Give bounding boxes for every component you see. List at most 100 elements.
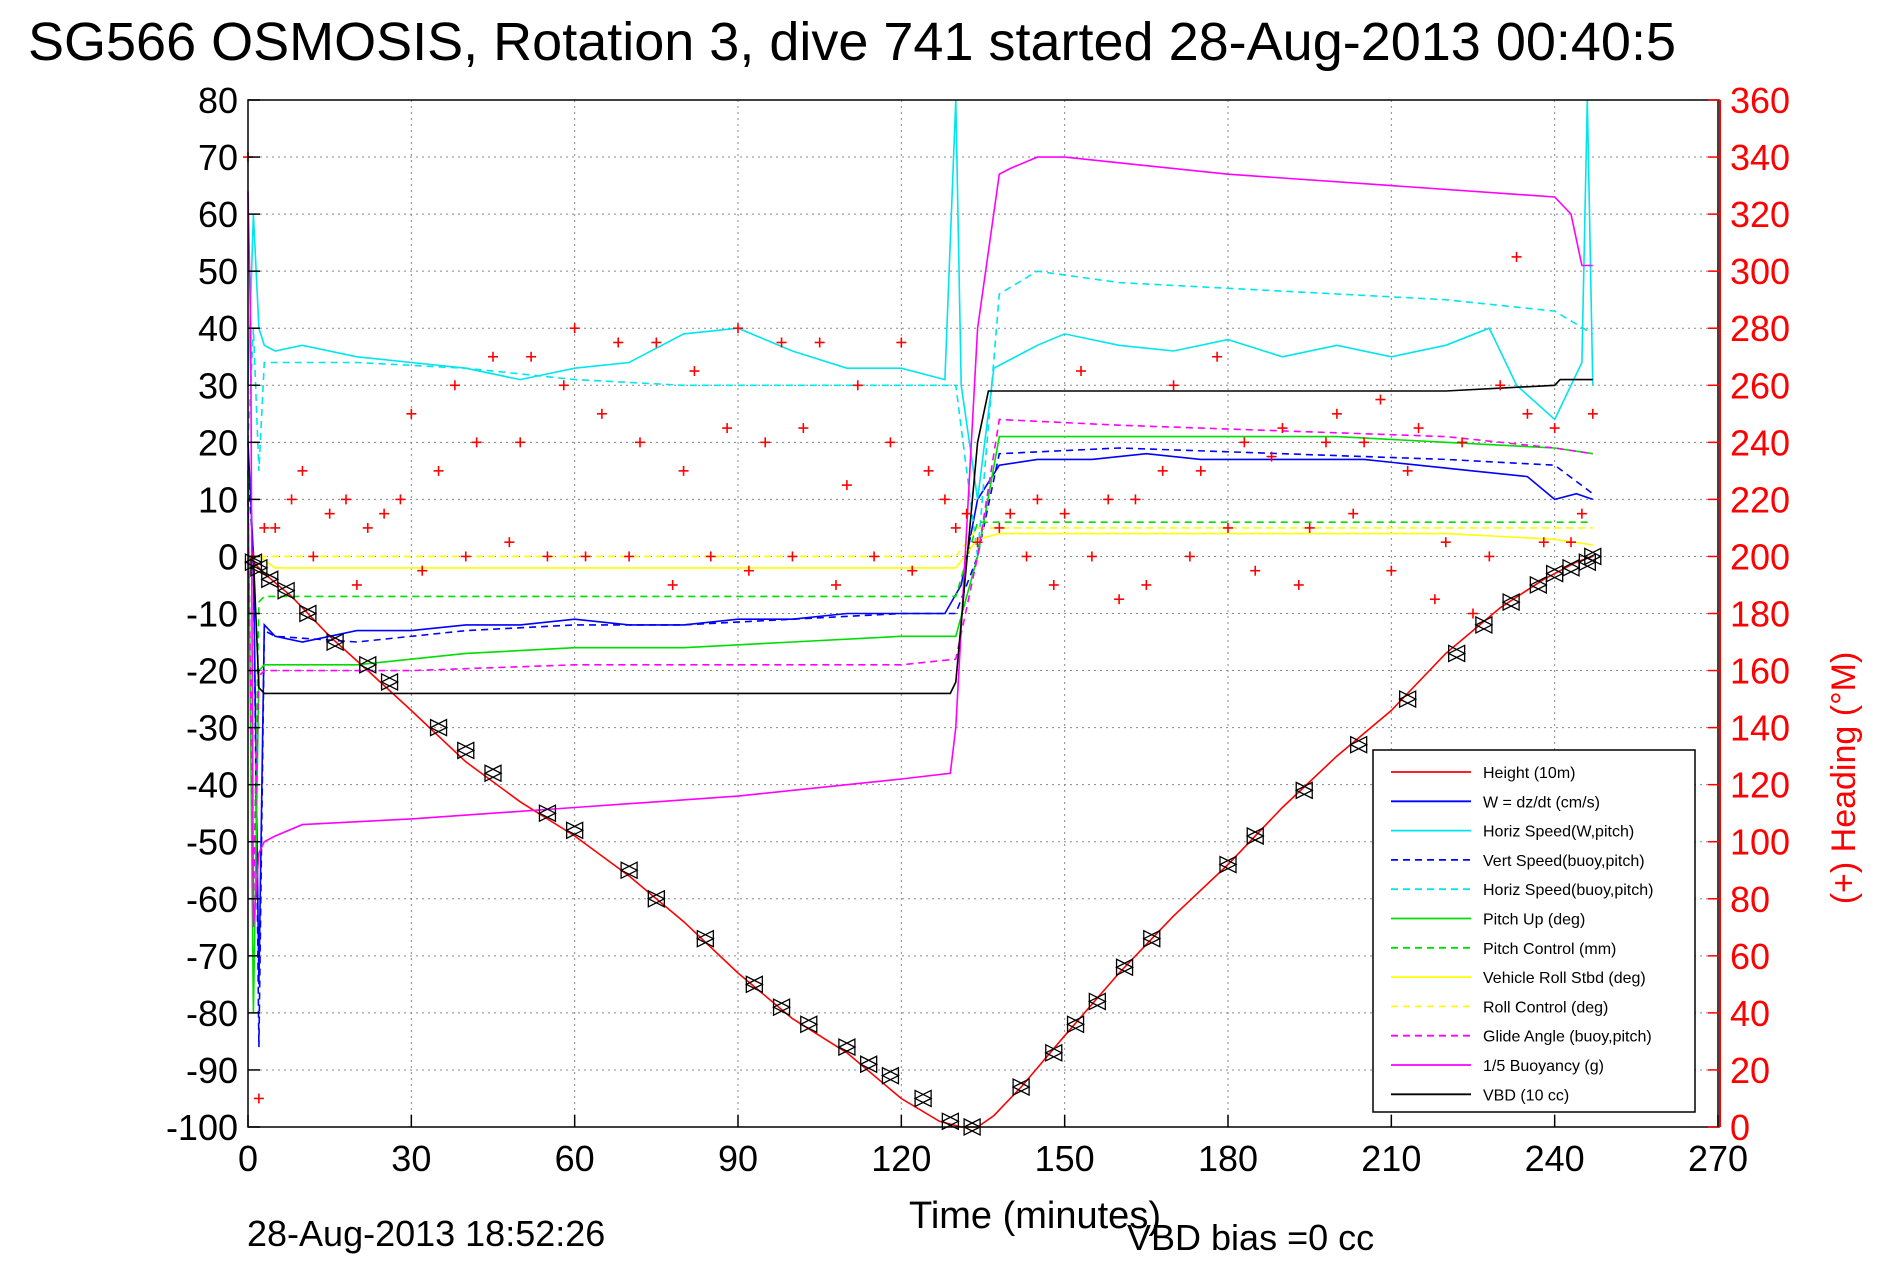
left-axis-tick-label: 30: [198, 365, 238, 406]
right-axis-tick-label: 200: [1730, 536, 1790, 577]
legend-label: W = dz/dt (cm/s): [1483, 794, 1600, 811]
heading-point: [635, 437, 645, 448]
heading-point: [994, 522, 1005, 533]
legend-entry: Height (10m): [1391, 765, 1575, 782]
legend-entry: Vehicle Roll Stbd (deg): [1391, 970, 1646, 987]
heading-point: [1359, 437, 1370, 448]
heading-point: [526, 351, 537, 362]
x-axis-tick-label: 60: [555, 1138, 595, 1179]
heading-point: [1375, 394, 1386, 405]
heading-point: [939, 494, 950, 505]
height-marker: [249, 558, 269, 577]
right-axis-tick-label: 20: [1730, 1050, 1770, 1091]
height-marker: [1501, 593, 1521, 612]
heading-point: [1522, 408, 1533, 419]
heading-point: [885, 437, 896, 448]
right-axis-tick-label: 260: [1730, 365, 1790, 406]
height-marker: [1583, 547, 1603, 566]
heading-point: [1157, 465, 1168, 476]
legend: Height (10m) W = dz/dt (cm/s) Horiz Speed(…: [1372, 749, 1696, 1113]
heading-point: [950, 522, 961, 533]
heading-point: [1114, 594, 1125, 605]
legend-label: Roll Control (deg): [1483, 999, 1608, 1016]
heading-point: [433, 465, 444, 476]
heading-point: [1005, 508, 1016, 519]
height-marker: [358, 655, 378, 674]
series-line-pitch-control-mm: [247, 499, 1593, 899]
right-axis-tick-label: 220: [1730, 479, 1790, 520]
heading-point: [341, 494, 351, 505]
x-axis-tick-label: 150: [1035, 1138, 1095, 1179]
height-marker: [1044, 1043, 1064, 1062]
heading-point: [678, 465, 689, 476]
series-line-height-10m: [247, 555, 1594, 1128]
footer-timestamp: 28-Aug-2013 18:52:26: [247, 1213, 605, 1254]
right-axis-tick-label: 160: [1730, 651, 1790, 692]
height-marker: [325, 632, 345, 652]
heading-point: [1304, 522, 1315, 533]
height-marker: [1087, 992, 1107, 1011]
right-axis-tick-label: 240: [1730, 422, 1790, 463]
heading-point: [1250, 565, 1261, 576]
right-axis-tick-label: 360: [1730, 80, 1790, 121]
legend-entry: W = dz/dt (cm/s): [1391, 794, 1600, 811]
heading-point: [1086, 551, 1097, 562]
series-line-glide-angle-buoy-pitch: [247, 418, 1593, 899]
left-axis-tick-label: -10: [186, 594, 238, 635]
legend-entry: Vert Speed(buoy,pitch): [1391, 853, 1645, 870]
heading-point: [1130, 494, 1141, 505]
heading-point: [308, 551, 319, 562]
heading-point: [907, 565, 918, 576]
plot-area: [243, 99, 1603, 1137]
right-axis-tick-label: 80: [1730, 879, 1770, 920]
x-axis-tick-label: 270: [1688, 1138, 1748, 1179]
heading-point: [351, 579, 362, 590]
legend-label: Glide Angle (buoy,pitch): [1483, 1029, 1652, 1046]
height-marker: [1011, 1078, 1031, 1097]
left-axis-tick-label: -50: [186, 822, 238, 863]
right-axis-tick-label: 320: [1730, 194, 1790, 235]
height-marker: [260, 570, 280, 589]
heading-point: [787, 551, 798, 562]
heading-point: [722, 423, 733, 434]
left-axis-tick-label: -100: [166, 1107, 238, 1148]
x-axis-tick-label: 120: [871, 1138, 931, 1179]
right-axis-tick-label: 0: [1730, 1107, 1750, 1148]
height-marker: [1294, 781, 1314, 800]
legend-entry: Horiz Speed(buoy,pitch): [1391, 882, 1653, 899]
heading-point: [1021, 551, 1032, 562]
chart-title: SG566 OSMOSIS, Rotation 3, dive 741 star…: [28, 12, 1676, 72]
left-axis-tick-label: 60: [198, 194, 238, 235]
heading-point: [379, 508, 390, 519]
heading-point: [1076, 366, 1086, 377]
heading-point: [743, 565, 754, 576]
heading-point: [1457, 437, 1468, 448]
heading-point: [760, 437, 771, 448]
heading-point: [814, 337, 825, 348]
vbd-bias-label: VBD bias =0 cc: [1127, 1217, 1374, 1258]
right-axis-label: (+) Heading (°M): [1825, 652, 1863, 905]
heading-point: [1223, 522, 1233, 533]
height-marker: [1474, 615, 1494, 634]
legend-label: VBD (10 cc): [1483, 1087, 1569, 1104]
heading-point: [1277, 423, 1288, 434]
legend-label: Horiz Speed(W,pitch): [1483, 824, 1634, 841]
heading-point: [542, 551, 553, 562]
heading-point: [1549, 423, 1560, 434]
series-line-1-5-buoyancy-g: [247, 156, 1593, 928]
heading-point: [1293, 579, 1304, 590]
right-axis: 3603403203002802602402202001801601401201…: [1708, 80, 1790, 1148]
heading-point: [286, 494, 297, 505]
heading-point: [705, 551, 716, 562]
right-axis-tick-label: 300: [1730, 251, 1790, 292]
legend-entry: Pitch Control (mm): [1391, 941, 1616, 958]
height-marker: [1066, 1015, 1086, 1034]
height-marker: [940, 1112, 960, 1131]
heading-point: [1587, 408, 1598, 419]
heading-point: [460, 551, 471, 562]
height-marker: [799, 1015, 819, 1034]
heading-point: [471, 437, 482, 448]
height-marker: [619, 861, 639, 880]
heading-point: [923, 465, 934, 476]
heading-point: [1059, 508, 1070, 519]
